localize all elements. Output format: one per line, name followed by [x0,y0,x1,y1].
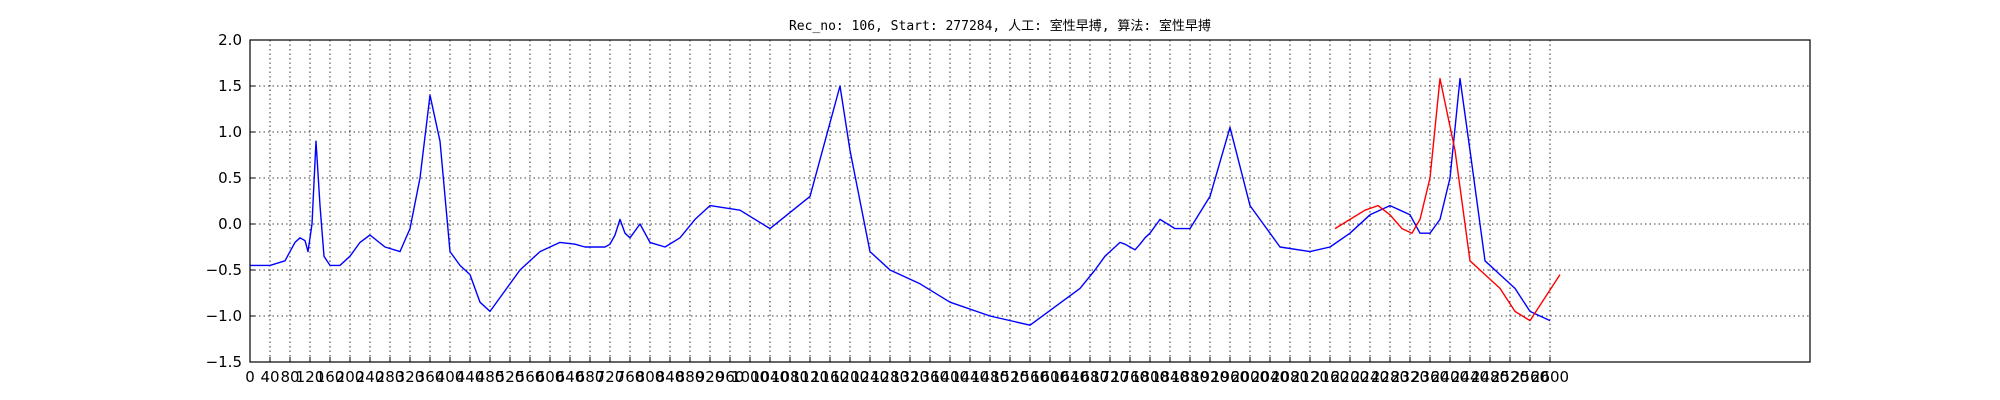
x-tick-label: 1760 [1111,368,1149,386]
x-tick-label: 2560 [1511,368,1549,386]
x-tick-label: 1400 [931,368,969,386]
x-tick-label: 1320 [891,368,929,386]
y-axis: −1.5 −1.0 −0.5 0.0 0.5 1.0 1.5 2.0 [206,31,255,371]
x-tick-label: 800 [636,368,665,386]
x-tick-label: 1000 [731,368,769,386]
ecg-trace-blue [250,77,1551,326]
x-tick-label: 1920 [1191,368,1229,386]
y-tick-label: −1.5 [206,353,242,371]
series-layer [250,77,1561,326]
x-axis: 0 40 8012016020024028032036040044048052056… [245,357,1569,386]
x-tick-label: 1680 [1071,368,1109,386]
x-tick-label: 640 [556,368,585,386]
x-tick-label: 960 [716,368,745,386]
x-tick-label: 1200 [831,368,869,386]
x-tick-label: 2240 [1351,368,1389,386]
x-tick-label: 1520 [991,368,1029,386]
y-tick-label: −1.0 [206,307,242,325]
x-tick-label: 80 [280,368,299,386]
y-tick-label: 1.5 [218,77,242,95]
x-tick-label: 2000 [1231,368,1269,386]
x-tick-label: 200 [336,368,365,386]
x-tick-label: 400 [436,368,465,386]
x-tick-label: 1840 [1151,368,1189,386]
x-tick-label: 120 [296,368,325,386]
x-tick-label: 1720 [1091,368,1129,386]
y-tick-label: 1.0 [218,123,242,141]
x-tick-label: 2440 [1451,368,1489,386]
x-tick-label: 0 [245,368,255,386]
x-tick-label: 2200 [1331,368,1369,386]
x-tick-label: 600 [536,368,565,386]
x-tick-label: 2320 [1391,368,1429,386]
x-tick-label: 720 [596,368,625,386]
x-tick-label: 880 [676,368,705,386]
x-tick-label: 320 [396,368,425,386]
chart-title: Rec_no: 106, Start: 277284, 人工: 室性早搏, 算法… [789,18,1211,34]
x-tick-label: 1880 [1171,368,1209,386]
x-tick-label: 520 [496,368,525,386]
plot-frame [249,39,1811,363]
x-tick-label: 2480 [1471,368,1509,386]
x-tick-label: 2520 [1491,368,1529,386]
x-tick-label: 1640 [1051,368,1089,386]
x-tick-label: 1600 [1031,368,1069,386]
ecg-beat-red [1334,77,1561,322]
x-tick-label: 680 [576,368,605,386]
y-tick-label: 0.0 [218,215,242,233]
x-tick-label: 480 [476,368,505,386]
x-tick-label: 1120 [791,368,829,386]
x-tick-label: 760 [616,368,645,386]
x-tick-label: 2280 [1371,368,1409,386]
x-tick-label: 1440 [951,368,989,386]
y-tick-label: 2.0 [218,31,242,49]
x-tick-label: 560 [516,368,545,386]
x-tick-label: 360 [416,368,445,386]
x-tick-label: 2080 [1271,368,1309,386]
x-tick-label: 1280 [871,368,909,386]
x-tick-label: 1480 [971,368,1009,386]
x-tick-label: 2040 [1251,368,1289,386]
x-tick-label: 2360 [1411,368,1449,386]
x-tick-label: 40 [260,368,279,386]
x-tick-label: 1960 [1211,368,1249,386]
x-tick-label: 280 [376,368,405,386]
y-tick-label: −0.5 [206,261,242,279]
grid [250,39,1810,363]
x-tick-label: 1040 [751,368,789,386]
x-tick-label: 240 [356,368,385,386]
y-tick-label: 0.5 [218,169,242,187]
x-tick-label: 1560 [1011,368,1049,386]
x-tick-label: 2160 [1311,368,1349,386]
x-tick-label: 1800 [1131,368,1169,386]
x-tick-label: 1240 [851,368,889,386]
x-tick-label: 160 [316,368,345,386]
x-tick-label: 920 [696,368,725,386]
x-tick-label: 2600 [1531,368,1569,386]
x-tick-label: 2400 [1431,368,1469,386]
x-tick-label: 440 [456,368,485,386]
x-tick-label: 1080 [771,368,809,386]
x-tick-label: 1360 [911,368,949,386]
x-tick-label: 840 [656,368,685,386]
x-tick-label: 2120 [1291,368,1329,386]
x-tick-label: 1160 [811,368,849,386]
